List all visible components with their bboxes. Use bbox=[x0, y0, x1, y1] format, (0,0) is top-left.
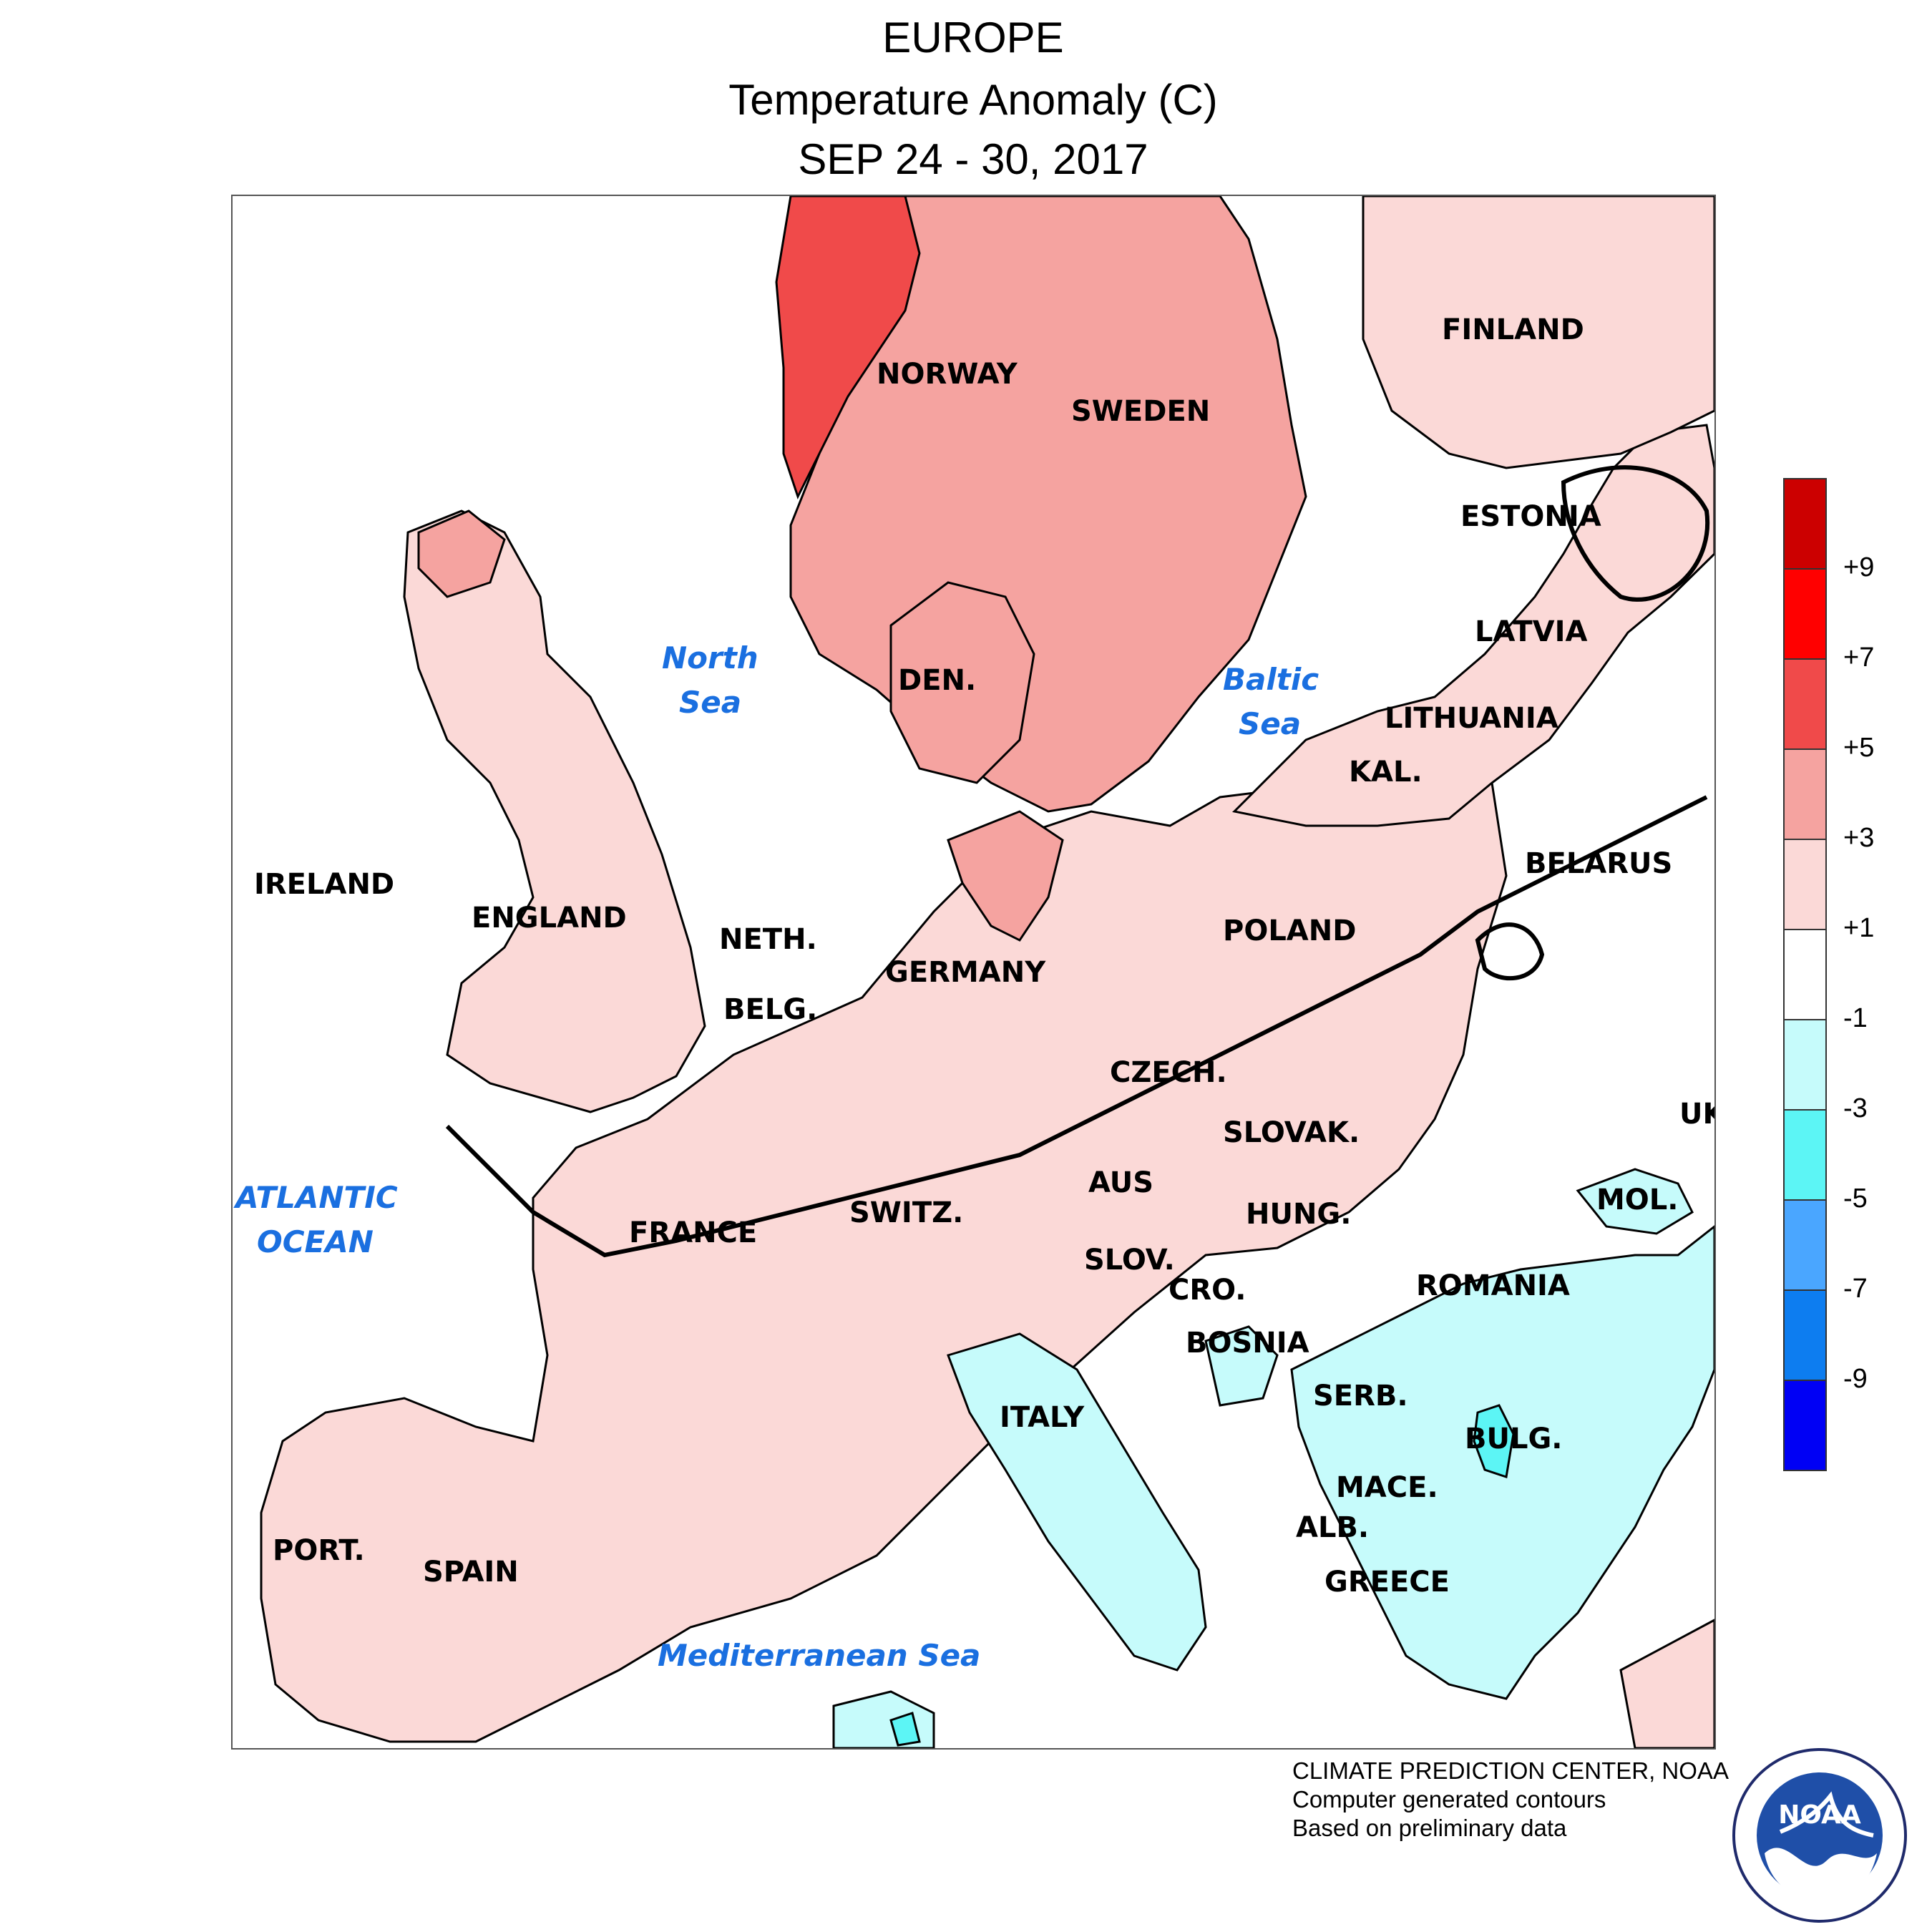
region-finland bbox=[1362, 196, 1714, 469]
region-norway-west bbox=[775, 196, 921, 499]
legend-swatch bbox=[1783, 1380, 1827, 1471]
credit-method: Computer generated contours bbox=[1292, 1786, 1606, 1813]
sea-labels: North Sea Baltic Sea ATLANTIC OCEAN Medi… bbox=[233, 640, 1319, 1673]
label-aus: AUS bbox=[1088, 1166, 1153, 1199]
legend-tick-label: -3 bbox=[1843, 1093, 1868, 1123]
label-uk: UK bbox=[1679, 1098, 1714, 1131]
label-latvia: LATVIA bbox=[1475, 615, 1587, 648]
legend-swatch bbox=[1783, 748, 1827, 840]
noaa-logo-text: NOAA bbox=[1778, 1800, 1861, 1830]
legend-tick-label: -1 bbox=[1843, 1003, 1868, 1033]
region-sicily-cold bbox=[889, 1712, 921, 1747]
label-bulg: BULG. bbox=[1465, 1423, 1562, 1455]
anomaly-above-5-regions bbox=[775, 196, 921, 499]
label-greece: GREECE bbox=[1324, 1566, 1450, 1599]
map-panel: FINLAND NORWAY SWEDEN ESTONIA LATVIA LIT… bbox=[231, 195, 1716, 1750]
anomaly-below-3-regions bbox=[889, 1404, 1515, 1747]
legend-tick-label: +1 bbox=[1843, 913, 1875, 943]
label-france: FRANCE bbox=[629, 1216, 757, 1249]
legend-swatch bbox=[1783, 839, 1827, 930]
legend-swatch bbox=[1783, 568, 1827, 660]
anomaly-above-1-regions bbox=[260, 196, 1714, 1748]
label-neth: NETH. bbox=[719, 923, 817, 956]
label-england: ENGLAND bbox=[472, 902, 627, 935]
label-hung: HUNG. bbox=[1246, 1198, 1351, 1231]
legend-tick-label: -5 bbox=[1843, 1184, 1868, 1214]
legend-tick-label: +5 bbox=[1843, 733, 1875, 763]
label-north-sea-line2: Sea bbox=[679, 685, 741, 720]
anomaly-map: FINLAND NORWAY SWEDEN ESTONIA LATVIA LIT… bbox=[233, 196, 1714, 1748]
label-ireland: IRELAND bbox=[254, 868, 394, 901]
label-germany: GERMANY bbox=[885, 956, 1046, 989]
legend-swatch bbox=[1783, 1019, 1827, 1111]
label-estonia: ESTONIA bbox=[1460, 500, 1601, 533]
legend-swatch bbox=[1783, 929, 1827, 1020]
anomaly-above-3-regions bbox=[417, 196, 1307, 942]
label-slov: SLOV. bbox=[1084, 1244, 1175, 1277]
label-atlantic-line2: OCEAN bbox=[257, 1224, 374, 1259]
region-slovenia bbox=[1204, 1325, 1279, 1407]
region-italy bbox=[947, 1332, 1207, 1672]
label-alb: ALB. bbox=[1296, 1511, 1369, 1544]
label-lithuania: LITHUANIA bbox=[1385, 702, 1558, 735]
legend-swatch bbox=[1783, 478, 1827, 570]
label-switz: SWITZ. bbox=[849, 1196, 963, 1229]
legend-tick-label: -9 bbox=[1843, 1364, 1868, 1394]
noaa-logo: NOAA bbox=[1732, 1748, 1907, 1923]
title-region: EUROPE bbox=[882, 14, 1064, 62]
region-se-corner bbox=[1619, 1619, 1714, 1748]
label-atlantic-line1: ATLANTIC bbox=[233, 1180, 398, 1215]
label-spain: SPAIN bbox=[423, 1556, 519, 1589]
zero-contours bbox=[445, 465, 1710, 1258]
label-poland: POLAND bbox=[1223, 914, 1356, 947]
legend-tick-label: +9 bbox=[1843, 552, 1875, 582]
label-port: PORT. bbox=[273, 1534, 365, 1567]
label-romania: ROMANIA bbox=[1416, 1269, 1570, 1302]
region-denmark bbox=[889, 581, 1035, 784]
label-belg: BELG. bbox=[723, 993, 817, 1026]
label-den: DEN. bbox=[898, 664, 976, 697]
label-mediterranean: Mediterranean Sea bbox=[658, 1638, 980, 1673]
label-slovak: SLOVAK. bbox=[1223, 1116, 1360, 1149]
label-czech: CZECH. bbox=[1110, 1056, 1227, 1089]
legend-swatch bbox=[1783, 658, 1827, 750]
label-norway: NORWAY bbox=[877, 358, 1018, 391]
region-scotland bbox=[417, 509, 506, 598]
label-baltic-sea-line1: Baltic bbox=[1223, 662, 1319, 697]
region-bulgaria-cold bbox=[1473, 1404, 1515, 1478]
country-labels: FINLAND NORWAY SWEDEN ESTONIA LATVIA LIT… bbox=[254, 313, 1714, 1599]
title-period: SEP 24 - 30, 2017 bbox=[798, 135, 1148, 183]
legend-swatch bbox=[1783, 1109, 1827, 1201]
legend-swatch bbox=[1783, 1289, 1827, 1381]
region-uk bbox=[403, 509, 706, 1113]
legend-swatch bbox=[1783, 1199, 1827, 1291]
legend-tick-label: -7 bbox=[1843, 1274, 1868, 1304]
label-serb: SERB. bbox=[1313, 1380, 1408, 1413]
label-italy: ITALY bbox=[1000, 1401, 1085, 1434]
label-bosnia: BOSNIA bbox=[1186, 1327, 1309, 1360]
title-variable: Temperature Anomaly (C) bbox=[728, 76, 1218, 124]
label-finland: FINLAND bbox=[1442, 313, 1584, 346]
label-baltic-sea-line2: Sea bbox=[1239, 706, 1301, 741]
color-legend bbox=[1783, 478, 1830, 1471]
label-sweden: SWEDEN bbox=[1071, 395, 1210, 428]
label-kal: KAL. bbox=[1349, 756, 1423, 789]
label-north-sea-line1: North bbox=[662, 640, 758, 675]
region-poland-baltics bbox=[1231, 424, 1714, 827]
label-mace: MACE. bbox=[1336, 1471, 1438, 1504]
region-ukraine-west bbox=[1576, 1168, 1694, 1235]
region-germany-north bbox=[947, 810, 1064, 942]
legend-tick-label: +3 bbox=[1843, 823, 1875, 853]
credit-data-note: Based on preliminary data bbox=[1292, 1815, 1567, 1841]
legend-tick-label: +7 bbox=[1843, 643, 1875, 673]
label-belarus: BELARUS bbox=[1525, 847, 1672, 880]
label-mol: MOL. bbox=[1596, 1184, 1679, 1216]
credit-agency: CLIMATE PREDICTION CENTER, NOAA bbox=[1292, 1757, 1729, 1784]
label-cro: CRO. bbox=[1169, 1274, 1246, 1307]
